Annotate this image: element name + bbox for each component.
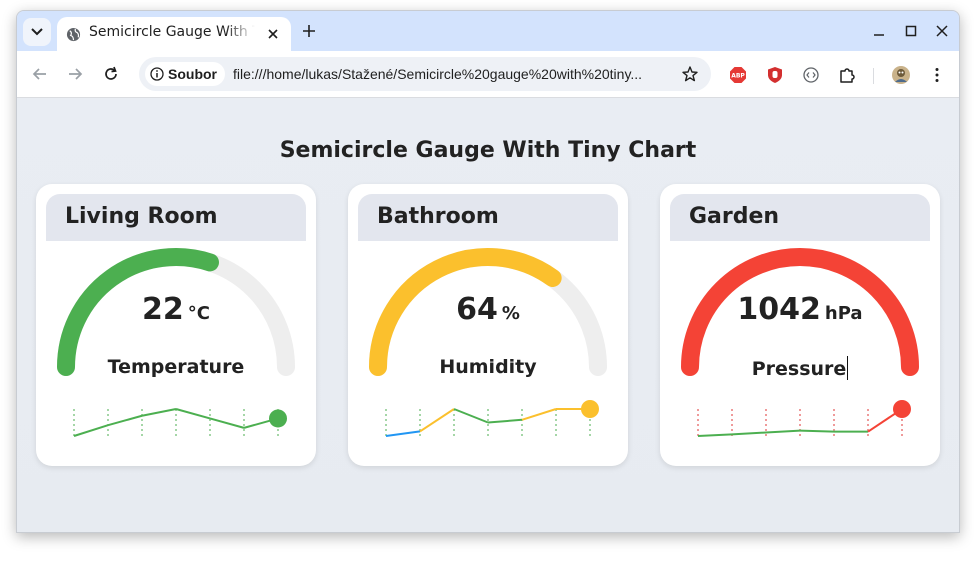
bookmark-star-icon[interactable] (681, 65, 699, 83)
sensor-card-living-room: Living Room 22 °C Temperature (36, 184, 316, 466)
gauge-value: 22 (142, 292, 184, 327)
info-icon (150, 67, 164, 81)
toolbar-divider (873, 68, 874, 84)
close-tab-icon[interactable] (264, 25, 282, 43)
tab-strip: Semicircle Gauge With Tiny Chart (17, 11, 959, 51)
card-title: Garden (689, 204, 780, 229)
gauge-value: 1042 (737, 292, 821, 327)
address-bar[interactable]: Soubor file:///home/lukas/Stažené/Semici… (139, 57, 711, 91)
gauge-value-row: 1042 hPa (660, 292, 940, 327)
chart-line-segment (487, 418, 523, 424)
extensions-puzzle-icon[interactable] (838, 66, 856, 84)
semicircle-gauge (369, 248, 607, 376)
site-info-chip[interactable]: Soubor (145, 62, 225, 86)
adblock-plus-icon[interactable]: ABP (729, 66, 747, 84)
chart-line-segment (419, 408, 455, 433)
chevron-down-icon (31, 28, 43, 36)
chart-line-segment (175, 408, 211, 420)
chart-line-segment (107, 414, 143, 427)
gauge-fill (57, 248, 219, 376)
close-window-icon[interactable] (934, 23, 950, 39)
gauge-label: Humidity (348, 356, 628, 378)
chart-line-segment (453, 408, 489, 424)
gauge-value-row: 22 °C (36, 292, 316, 327)
chart-line-segment (141, 408, 177, 417)
chart-current-point (269, 409, 287, 428)
semicircle-gauge (57, 248, 295, 376)
gauge-value-row: 64% (348, 292, 628, 327)
gauge-label-text: Humidity (439, 356, 537, 378)
tiny-chart (697, 400, 911, 439)
page-title: Semicircle Gauge With Tiny Chart (279, 138, 697, 163)
gauge-label-text: Temperature (107, 356, 245, 378)
chart-line-segment (73, 424, 109, 437)
semicircle-gauge (681, 248, 919, 376)
chart-line-segment (799, 429, 835, 433)
chart-line-segment (209, 417, 245, 429)
gauge-label: Pressure (660, 356, 940, 380)
browser-toolbar: Soubor file:///home/lukas/Stažené/Semici… (17, 51, 959, 98)
minimize-icon[interactable] (871, 23, 887, 39)
tiny-chart (385, 400, 599, 439)
chart-current-point (581, 400, 599, 418)
maximize-icon[interactable] (903, 23, 919, 39)
card-header: Bathroom (358, 194, 618, 241)
gauge-label: Temperature (36, 356, 316, 378)
reload-icon[interactable] (101, 64, 121, 84)
gauge-unit: hPa (824, 303, 863, 324)
url-text[interactable]: file:///home/lukas/Stažené/Semicircle%20… (233, 66, 643, 82)
page-content: Semicircle Gauge With Tiny Chart Living … (17, 98, 959, 532)
chart-line-segment (385, 430, 421, 437)
kebab-menu-icon[interactable] (928, 66, 946, 84)
chart-line-segment (765, 429, 801, 434)
gauge-fill (369, 248, 562, 376)
tiny-chart (73, 408, 287, 439)
globe-icon (66, 27, 81, 42)
gauge-value: 64 (456, 292, 498, 327)
site-chip-label: Soubor (168, 66, 217, 82)
chart-line-segment (521, 408, 557, 421)
new-tab-plus-icon[interactable] (299, 21, 319, 41)
svg-text:ABP: ABP (731, 73, 745, 80)
tab-search-button[interactable] (23, 18, 51, 46)
active-tab[interactable]: Semicircle Gauge With Tiny Chart (57, 17, 291, 51)
ublock-hand-icon[interactable] (766, 66, 784, 84)
card-title: Living Room (65, 204, 218, 229)
card-header: Garden (670, 194, 930, 241)
browser-window: Semicircle Gauge With Tiny Chart (16, 10, 960, 533)
forward-arrow-icon[interactable] (65, 64, 85, 84)
back-arrow-icon[interactable] (30, 64, 50, 84)
chart-line-segment (697, 433, 733, 437)
gauge-label-text: Pressure (751, 358, 847, 380)
code-extension-icon[interactable] (802, 66, 820, 84)
gauge-unit: % (501, 303, 520, 324)
chart-line-segment (731, 431, 767, 436)
card-title: Bathroom (377, 204, 499, 229)
profile-avatar-icon[interactable] (891, 65, 911, 85)
text-cursor (847, 356, 849, 380)
gauge-unit: °C (187, 303, 210, 324)
gauge-fill (681, 248, 919, 376)
sensor-card-bathroom: Bathroom 64% Humidity (348, 184, 628, 466)
chart-current-point (893, 400, 911, 418)
tab-title: Semicircle Gauge With Tiny Chart (89, 24, 255, 40)
card-header: Living Room (46, 194, 306, 241)
sensor-card-garden: Garden 1042 hPa Pressure (660, 184, 940, 466)
